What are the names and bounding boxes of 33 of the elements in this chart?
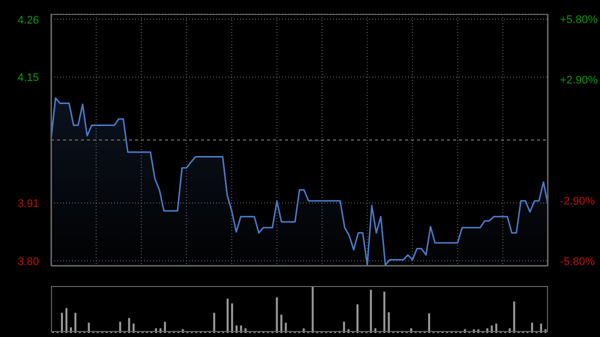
bar <box>60 312 63 333</box>
bar <box>531 322 534 333</box>
bar <box>226 298 229 333</box>
bar <box>428 313 430 333</box>
bar <box>370 290 372 333</box>
bar <box>132 324 135 333</box>
bar <box>356 304 358 333</box>
bar <box>276 297 278 333</box>
bar <box>88 322 90 333</box>
bar <box>65 308 68 333</box>
bar <box>513 302 516 333</box>
bar <box>231 303 234 333</box>
y-tick-label: 3.91 <box>18 198 39 210</box>
bar <box>284 322 287 333</box>
y2-tick-label: +5.80% <box>560 14 598 26</box>
bar <box>312 286 314 333</box>
bar <box>164 322 166 333</box>
bar <box>280 314 282 333</box>
bar <box>388 312 390 333</box>
y2-tick-label: -2.90% <box>560 195 596 208</box>
bar <box>343 322 346 333</box>
y-tick-label: 4.15 <box>18 72 39 84</box>
y2-tick-label: +2.90% <box>560 74 598 87</box>
bar <box>540 324 542 333</box>
y-tick-label: 3.80 <box>18 256 39 268</box>
y2-tick-label: -5.80% <box>560 256 596 268</box>
bar <box>383 292 386 333</box>
bar <box>213 312 216 333</box>
bar <box>495 324 498 333</box>
y-tick-label: 4.26 <box>18 14 39 26</box>
bar <box>74 312 76 333</box>
bar <box>119 322 122 333</box>
bar <box>128 318 130 333</box>
